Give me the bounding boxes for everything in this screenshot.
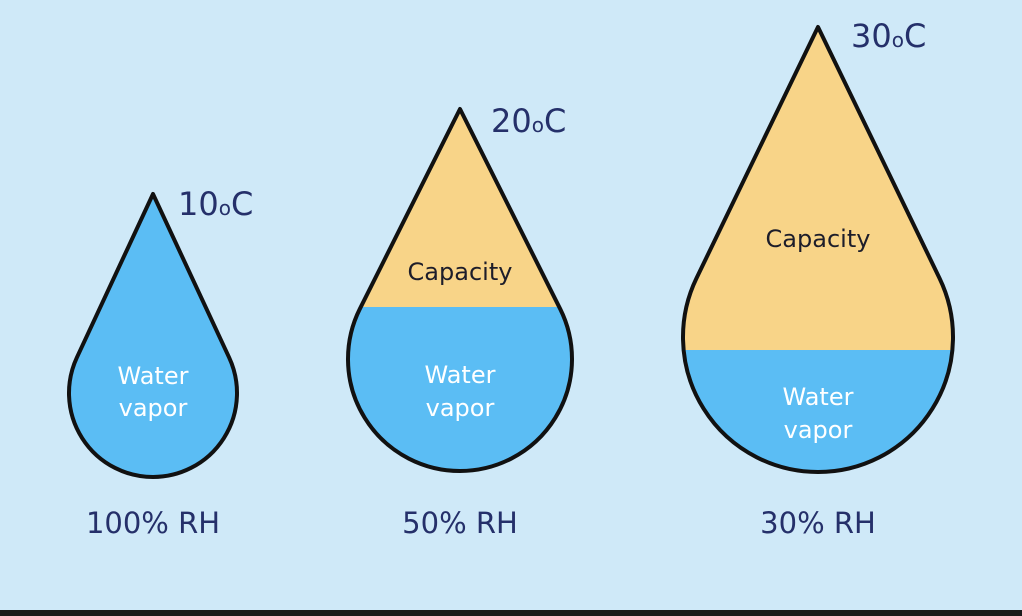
water-label: vapor bbox=[426, 394, 495, 422]
temperature-label: 10oC bbox=[178, 185, 253, 223]
temperature-number: 20 bbox=[491, 102, 532, 140]
bottom-edge bbox=[0, 610, 1022, 616]
temperature-unit: C bbox=[231, 185, 253, 223]
relative-humidity-label: 30% RH bbox=[760, 506, 876, 540]
temperature-label: 20oC bbox=[491, 102, 566, 140]
temperature-unit: C bbox=[544, 102, 566, 140]
water-label: Water bbox=[118, 362, 189, 390]
degree-symbol: o bbox=[892, 28, 904, 52]
water-label: Water bbox=[425, 361, 496, 389]
temperature-number: 30 bbox=[851, 17, 892, 55]
drop-outline bbox=[681, 25, 955, 474]
relative-humidity-label: 50% RH bbox=[402, 506, 518, 540]
temperature-label: 30oC bbox=[851, 17, 926, 55]
capacity-label: Capacity bbox=[766, 225, 871, 253]
water-label: Water bbox=[783, 383, 854, 411]
temperature-unit: C bbox=[904, 17, 926, 55]
water-label: vapor bbox=[119, 394, 188, 422]
capacity-label: Capacity bbox=[408, 258, 513, 286]
drop-outline bbox=[67, 192, 239, 479]
drop-outline bbox=[346, 107, 574, 473]
water-label: vapor bbox=[784, 416, 853, 444]
degree-symbol: o bbox=[532, 113, 544, 137]
degree-symbol: o bbox=[219, 196, 231, 220]
temperature-number: 10 bbox=[178, 185, 219, 223]
relative-humidity-label: 100% RH bbox=[86, 506, 220, 540]
